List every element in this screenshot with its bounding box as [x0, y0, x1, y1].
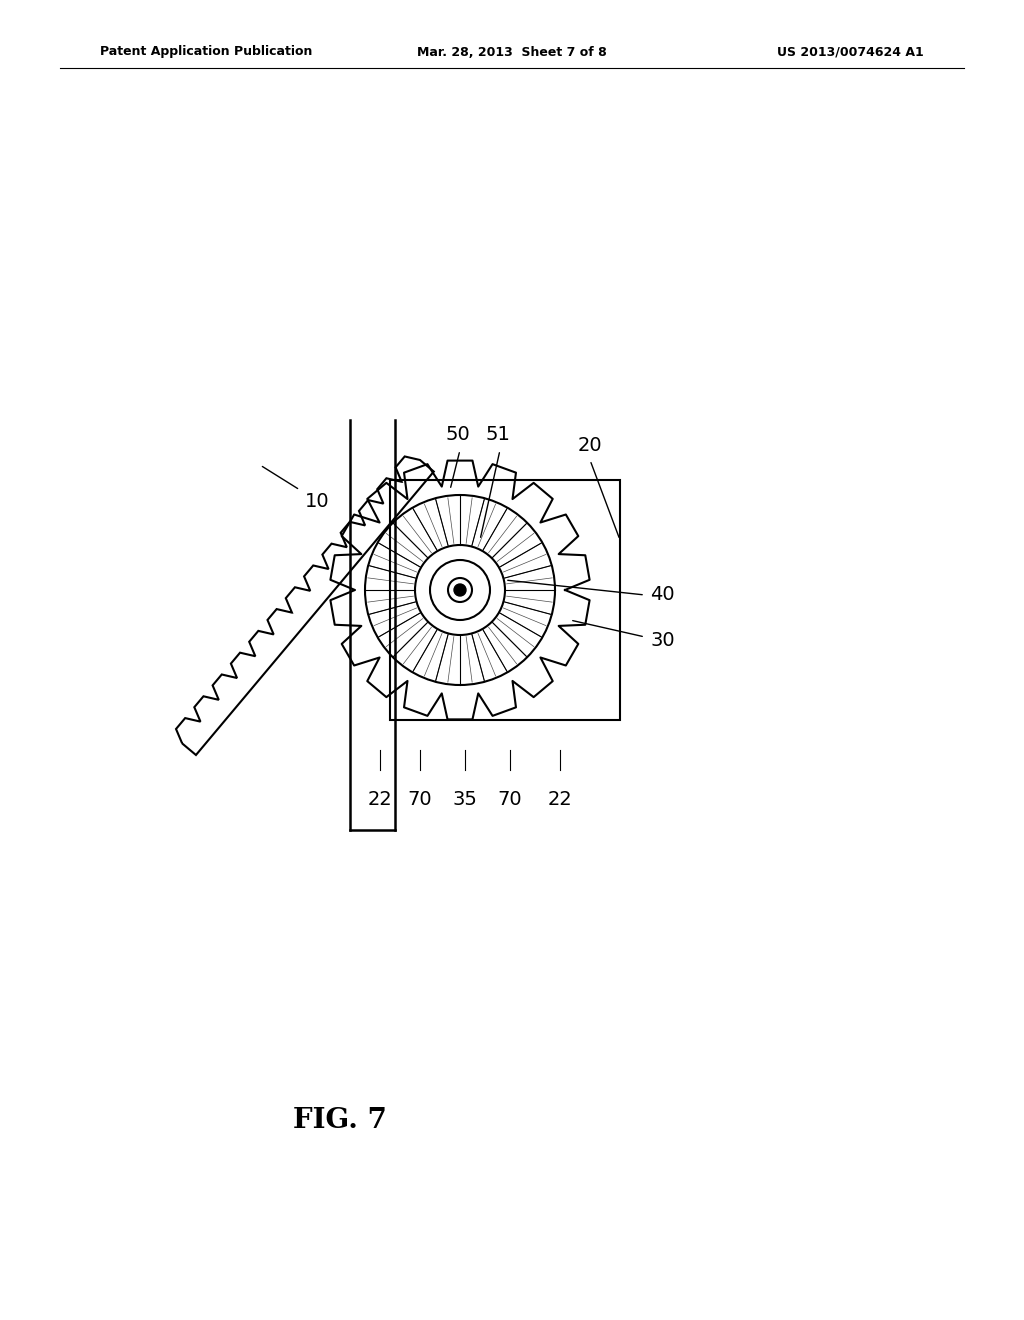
Text: 35: 35 — [453, 789, 477, 809]
Text: US 2013/0074624 A1: US 2013/0074624 A1 — [777, 45, 924, 58]
Text: 10: 10 — [305, 492, 330, 511]
Text: 22: 22 — [368, 789, 392, 809]
Text: 70: 70 — [498, 789, 522, 809]
Text: Mar. 28, 2013  Sheet 7 of 8: Mar. 28, 2013 Sheet 7 of 8 — [417, 45, 607, 58]
Text: 51: 51 — [485, 425, 510, 444]
Text: 40: 40 — [650, 586, 675, 605]
Circle shape — [454, 583, 466, 597]
Text: 70: 70 — [408, 789, 432, 809]
Text: 22: 22 — [548, 789, 572, 809]
Text: Patent Application Publication: Patent Application Publication — [100, 45, 312, 58]
Text: 20: 20 — [578, 436, 602, 455]
Bar — [390, 480, 620, 719]
Text: FIG. 7: FIG. 7 — [293, 1106, 387, 1134]
Text: 30: 30 — [650, 631, 675, 649]
Text: 50: 50 — [445, 425, 470, 444]
